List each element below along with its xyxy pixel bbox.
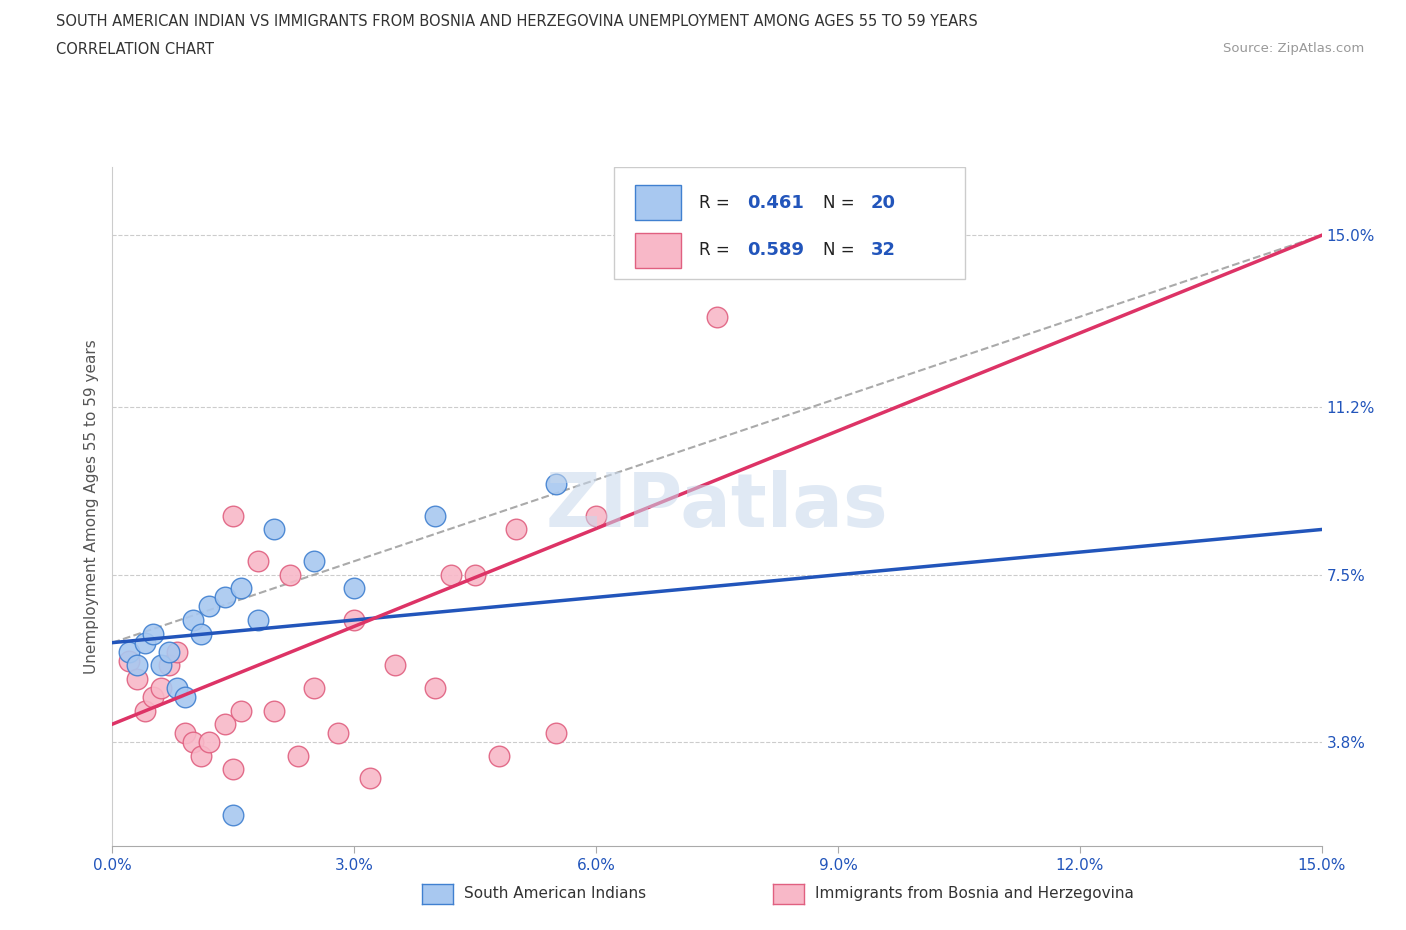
Text: 0.461: 0.461 <box>748 193 804 212</box>
Point <box>246 613 269 628</box>
Text: Source: ZipAtlas.com: Source: ZipAtlas.com <box>1223 42 1364 55</box>
Text: ZIPatlas: ZIPatlas <box>546 471 889 543</box>
Point <box>214 717 236 732</box>
Point <box>488 749 510 764</box>
Text: Immigrants from Bosnia and Herzegovina: Immigrants from Bosnia and Herzegovina <box>815 886 1135 901</box>
Point <box>544 725 567 740</box>
Text: N =: N = <box>824 241 860 259</box>
Point <box>134 635 156 650</box>
Text: N =: N = <box>824 193 860 212</box>
Point <box>149 681 172 696</box>
Point <box>263 703 285 718</box>
Text: 20: 20 <box>870 193 896 212</box>
Point <box>384 658 406 672</box>
Point <box>117 653 139 668</box>
Point <box>190 626 212 641</box>
Point <box>302 553 325 568</box>
Point <box>190 749 212 764</box>
Point <box>440 567 463 582</box>
Point <box>328 725 350 740</box>
Point <box>181 735 204 750</box>
Text: R =: R = <box>699 241 735 259</box>
Point <box>343 613 366 628</box>
Point <box>198 735 221 750</box>
Point <box>423 509 446 524</box>
Point <box>142 689 165 704</box>
Point <box>181 613 204 628</box>
Text: CORRELATION CHART: CORRELATION CHART <box>56 42 214 57</box>
Point <box>125 658 148 672</box>
Text: SOUTH AMERICAN INDIAN VS IMMIGRANTS FROM BOSNIA AND HERZEGOVINA UNEMPLOYMENT AMO: SOUTH AMERICAN INDIAN VS IMMIGRANTS FROM… <box>56 14 979 29</box>
Text: R =: R = <box>699 193 735 212</box>
Point <box>464 567 486 582</box>
Point <box>343 581 366 596</box>
Point <box>174 725 197 740</box>
Point <box>198 599 221 614</box>
Point <box>263 522 285 537</box>
Point <box>585 509 607 524</box>
Point <box>231 703 253 718</box>
Point <box>157 658 180 672</box>
Text: 32: 32 <box>870 241 896 259</box>
Point <box>157 644 180 659</box>
Point <box>278 567 301 582</box>
Point <box>214 590 236 604</box>
Point <box>125 671 148 686</box>
Y-axis label: Unemployment Among Ages 55 to 59 years: Unemployment Among Ages 55 to 59 years <box>83 339 98 674</box>
Point <box>134 703 156 718</box>
FancyBboxPatch shape <box>636 185 681 220</box>
Point <box>423 681 446 696</box>
Point <box>117 644 139 659</box>
Point <box>174 689 197 704</box>
FancyBboxPatch shape <box>636 232 681 268</box>
Point <box>231 581 253 596</box>
Point <box>505 522 527 537</box>
Text: 0.589: 0.589 <box>748 241 804 259</box>
Point <box>302 681 325 696</box>
Text: South American Indians: South American Indians <box>464 886 647 901</box>
Point <box>222 807 245 822</box>
Point <box>166 644 188 659</box>
Point <box>246 553 269 568</box>
Point <box>142 626 165 641</box>
Point <box>359 771 381 786</box>
Point <box>706 310 728 325</box>
Point <box>287 749 309 764</box>
FancyBboxPatch shape <box>614 167 965 279</box>
Point <box>166 681 188 696</box>
Point <box>149 658 172 672</box>
Point <box>544 477 567 492</box>
Point <box>222 762 245 777</box>
Point <box>222 509 245 524</box>
